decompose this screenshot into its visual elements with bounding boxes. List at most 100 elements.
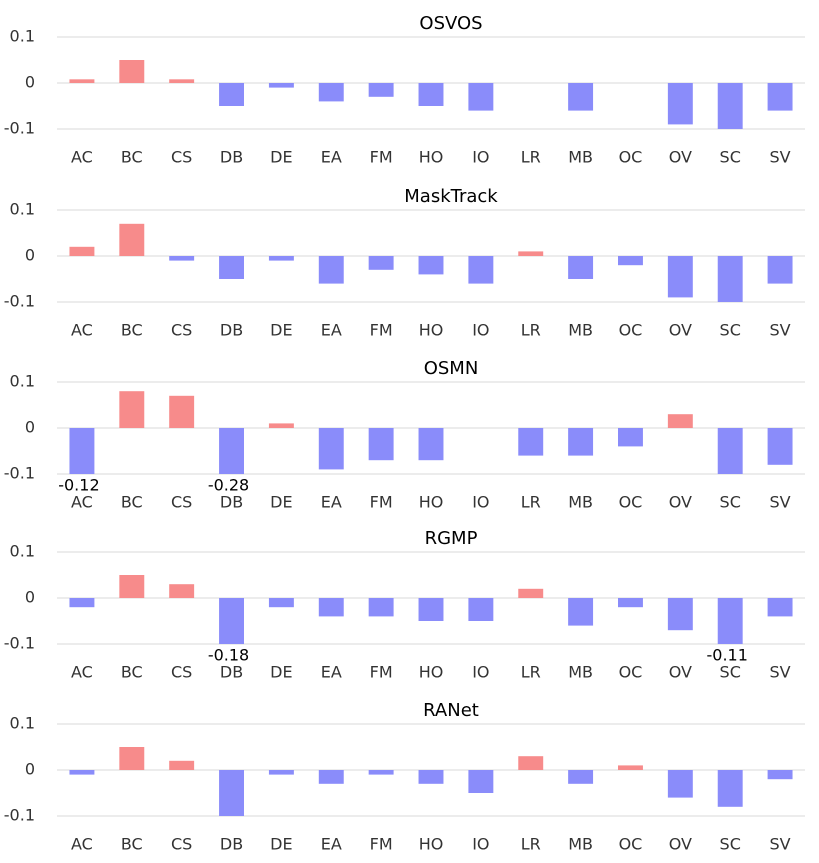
bar	[418, 598, 444, 621]
bar	[468, 83, 494, 111]
value-label: -0.18	[208, 646, 249, 665]
y-tick-label: -0.1	[4, 292, 35, 311]
x-tick-label: LR	[521, 321, 541, 340]
y-tick-label: 0.1	[10, 200, 35, 219]
bar	[219, 770, 244, 816]
bar	[69, 770, 95, 775]
bar	[318, 428, 344, 470]
bar	[568, 770, 594, 784]
x-tick-label: BC	[121, 493, 143, 512]
bar	[767, 770, 793, 780]
x-tick-label: OV	[669, 493, 692, 512]
bar	[368, 598, 394, 617]
bar	[468, 770, 494, 793]
x-tick-label: HO	[419, 663, 444, 682]
x-tick-label: MB	[568, 148, 593, 167]
bar	[418, 428, 444, 461]
chart: OSMN -0.1 0 0.1 AC-0.12 BC CS DB-0.28 DE EA FM HO IO…	[4, 358, 805, 512]
bar	[717, 83, 743, 129]
bar	[468, 598, 494, 621]
bar	[618, 598, 643, 608]
x-tick-label: CS	[171, 148, 192, 167]
bar	[418, 770, 444, 784]
x-tick-label: LR	[521, 493, 541, 512]
x-tick-label: AC	[71, 321, 93, 340]
bar	[518, 251, 544, 256]
chart-title: RANet	[423, 700, 479, 721]
chart: OSVOS -0.1 0 0.1 AC BC CS DB DE EA FM HO IO LR MB OC OV S…	[4, 13, 805, 167]
bar	[368, 83, 394, 97]
x-tick-label: OV	[669, 148, 692, 167]
bar	[767, 598, 793, 617]
x-tick-label: SC	[720, 493, 741, 512]
x-tick-label: DB	[220, 663, 243, 682]
x-tick-label: HO	[419, 835, 444, 854]
x-tick-label: IO	[472, 148, 489, 167]
bar	[169, 256, 195, 261]
y-tick-label: 0	[25, 418, 35, 437]
x-tick-label: AC	[71, 493, 93, 512]
y-tick-label: 0	[25, 588, 35, 607]
bar	[717, 598, 743, 644]
x-tick-label: AC	[71, 835, 93, 854]
x-tick-label: DB	[220, 493, 243, 512]
chart-title: RGMP	[425, 528, 478, 549]
x-tick-label: SV	[770, 835, 791, 854]
x-tick-label: IO	[472, 321, 489, 340]
bar	[169, 760, 195, 770]
bar	[667, 256, 693, 298]
x-tick-label: FM	[370, 148, 393, 167]
bar	[368, 256, 394, 270]
y-tick-label: 0.1	[10, 714, 35, 733]
x-tick-label: BC	[121, 663, 143, 682]
y-tick-label: 0	[25, 73, 35, 92]
value-label: -0.28	[208, 476, 249, 495]
bar	[568, 83, 594, 111]
bar	[767, 256, 793, 284]
x-tick-label: AC	[71, 663, 93, 682]
x-tick-label: FM	[370, 835, 393, 854]
y-tick-label: 0.1	[10, 542, 35, 561]
chart: MaskTrack -0.1 0 0.1 AC BC CS DB DE EA FM HO IO LR MB O…	[4, 186, 805, 340]
bars	[69, 391, 793, 474]
bar	[518, 428, 544, 456]
bar	[767, 83, 793, 111]
chart: RANet -0.1 0 0.1 AC BC CS DB DE EA FM HO IO LR MB OC OV S…	[4, 700, 805, 854]
bar	[69, 428, 95, 474]
bar	[119, 575, 145, 598]
x-tick-label: CS	[171, 321, 192, 340]
bars	[69, 747, 793, 816]
bar	[219, 598, 244, 644]
x-tick-label: BC	[121, 835, 143, 854]
x-tick-label: HO	[419, 493, 444, 512]
bar	[119, 391, 145, 428]
y-tick-label: 0.1	[10, 27, 35, 46]
bar	[618, 256, 643, 266]
x-tick-label: SC	[720, 663, 741, 682]
bar	[368, 428, 394, 461]
x-tick-label: OV	[669, 835, 692, 854]
bar	[717, 256, 743, 302]
bar	[418, 83, 444, 106]
bar	[169, 79, 195, 83]
bar	[219, 428, 244, 474]
x-tick-label: MB	[568, 663, 593, 682]
x-tick-label: IO	[472, 663, 489, 682]
x-tick-label: CS	[171, 835, 192, 854]
bar	[568, 428, 594, 456]
x-tick-label: DE	[270, 835, 292, 854]
value-label: -0.11	[706, 646, 747, 665]
x-tick-label: DB	[220, 321, 243, 340]
bar	[468, 256, 494, 284]
x-tick-label: LR	[521, 835, 541, 854]
x-tick-label: OC	[619, 663, 643, 682]
x-tick-label: EA	[321, 835, 342, 854]
bar	[717, 428, 743, 474]
bar	[169, 395, 195, 428]
bar	[268, 83, 294, 88]
bar	[318, 256, 344, 284]
x-tick-label: CS	[171, 663, 192, 682]
bar	[318, 598, 344, 617]
bar	[418, 256, 444, 275]
x-tick-label: DB	[220, 148, 243, 167]
